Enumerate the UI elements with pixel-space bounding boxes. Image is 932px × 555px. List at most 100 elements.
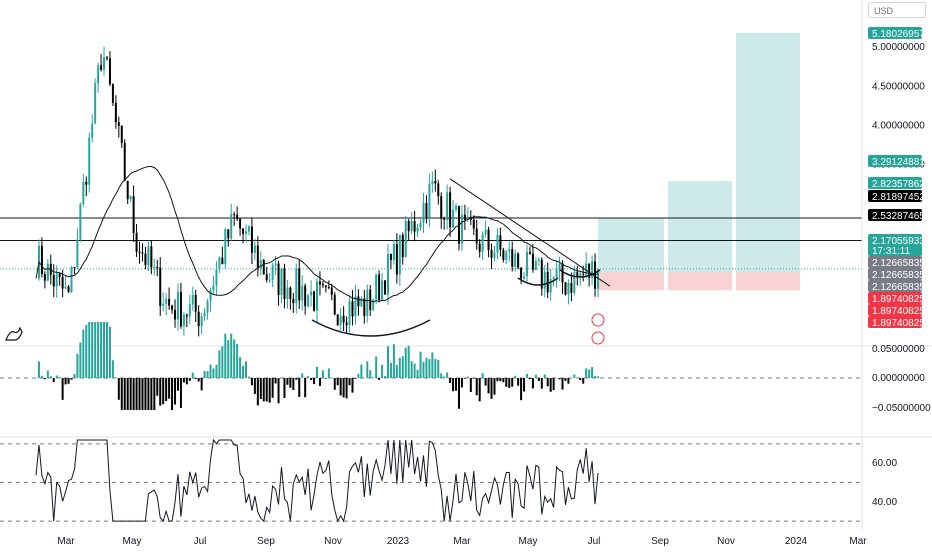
- candle-body: [547, 272, 549, 293]
- macd-bar: [153, 378, 155, 410]
- macd-bar: [278, 378, 280, 403]
- macd-bar: [493, 378, 495, 395]
- candle-body: [402, 235, 404, 257]
- macd-bar: [360, 364, 362, 378]
- candle-body: [449, 192, 451, 227]
- candle-body: [375, 274, 377, 299]
- macd-bar: [449, 378, 451, 383]
- stop-zone: [668, 272, 732, 290]
- macd-bar: [165, 378, 167, 401]
- candle-body: [215, 269, 217, 285]
- macd-bar: [461, 378, 463, 387]
- candle-body: [576, 272, 578, 276]
- currency-selector[interactable]: USD: [868, 2, 926, 18]
- candle-body: [476, 229, 478, 244]
- candle-body: [482, 234, 484, 251]
- candle-body: [532, 254, 534, 270]
- macd-bar: [307, 376, 309, 378]
- candle-body: [520, 268, 522, 279]
- candle-body: [41, 246, 43, 274]
- macd-bar: [310, 378, 312, 380]
- flag-icon: [592, 332, 604, 344]
- macd-bar: [535, 375, 537, 378]
- candle-body: [210, 290, 212, 301]
- macd-bar: [254, 378, 256, 394]
- candle-body: [493, 253, 495, 258]
- macd-bar: [275, 378, 277, 383]
- macd-bar: [91, 322, 93, 378]
- macd-bar: [103, 322, 105, 378]
- candle-body: [562, 264, 564, 283]
- macd-bar: [322, 370, 324, 378]
- macd-bar: [467, 377, 469, 378]
- macd-bar: [109, 327, 111, 378]
- macd-bar: [562, 378, 564, 390]
- macd-bar: [485, 378, 487, 386]
- candle-body: [322, 284, 324, 285]
- macd-bar: [505, 378, 507, 387]
- macd-bar: [177, 378, 179, 391]
- macd-bar: [316, 367, 318, 378]
- macd-bar: [585, 368, 587, 378]
- macd-bar: [588, 370, 590, 378]
- macd-bar: [186, 378, 188, 384]
- candle-body: [573, 272, 575, 293]
- time-axis-label: Jul: [194, 536, 207, 547]
- candle-body: [422, 203, 424, 223]
- candle-body: [307, 295, 309, 306]
- macd-bar: [547, 378, 549, 386]
- macd-bar: [147, 378, 149, 410]
- candle-body: [553, 277, 555, 279]
- macd-bar: [544, 375, 546, 378]
- macd-bar: [357, 374, 359, 378]
- candle-body: [144, 254, 146, 266]
- candle-body: [431, 181, 433, 184]
- macd-bar: [431, 352, 433, 378]
- candle-body: [272, 265, 274, 279]
- candle-body: [325, 285, 327, 287]
- macd-bar: [272, 378, 274, 398]
- candle-body: [346, 322, 348, 325]
- macd-bar: [292, 378, 294, 390]
- candle-body: [73, 267, 75, 268]
- time-axis-label: Jul: [588, 536, 601, 547]
- macd-bar: [422, 362, 424, 378]
- macd-bar: [455, 378, 457, 391]
- macd-bar: [263, 378, 265, 401]
- candle-body: [334, 295, 336, 315]
- macd-bar: [224, 334, 226, 378]
- macd-bar: [233, 339, 235, 378]
- macd-bar: [514, 376, 516, 378]
- price-tag-label: 2.12665835: [872, 282, 925, 293]
- candle-body: [260, 260, 262, 268]
- candle-body: [195, 295, 197, 312]
- macd-bar: [488, 378, 490, 393]
- macd-bar: [491, 378, 493, 399]
- profit-zone: [668, 181, 732, 272]
- candle-body: [103, 57, 105, 69]
- candle-body: [171, 306, 173, 310]
- candle-body: [186, 315, 188, 317]
- candle-body: [153, 267, 155, 268]
- candle-body: [582, 274, 584, 275]
- macd-bar: [212, 368, 214, 378]
- macd-bar: [283, 378, 285, 398]
- candle-body: [417, 228, 419, 232]
- price-tag-label: 2.12665835: [872, 270, 925, 281]
- candle-body: [236, 215, 238, 219]
- candle-body: [97, 65, 99, 83]
- macd-bar: [390, 363, 392, 378]
- macd-bar: [384, 376, 386, 378]
- macd-bar: [340, 378, 342, 395]
- time-axis-label: May: [519, 536, 538, 547]
- candle-body: [150, 246, 152, 267]
- candle-body: [443, 219, 445, 220]
- candle-body: [242, 228, 244, 233]
- candle-body: [133, 196, 135, 233]
- macd-bar: [349, 378, 351, 385]
- price-tag: 1.89740825: [868, 316, 925, 329]
- candle-body: [556, 270, 558, 278]
- candle-body: [298, 269, 300, 301]
